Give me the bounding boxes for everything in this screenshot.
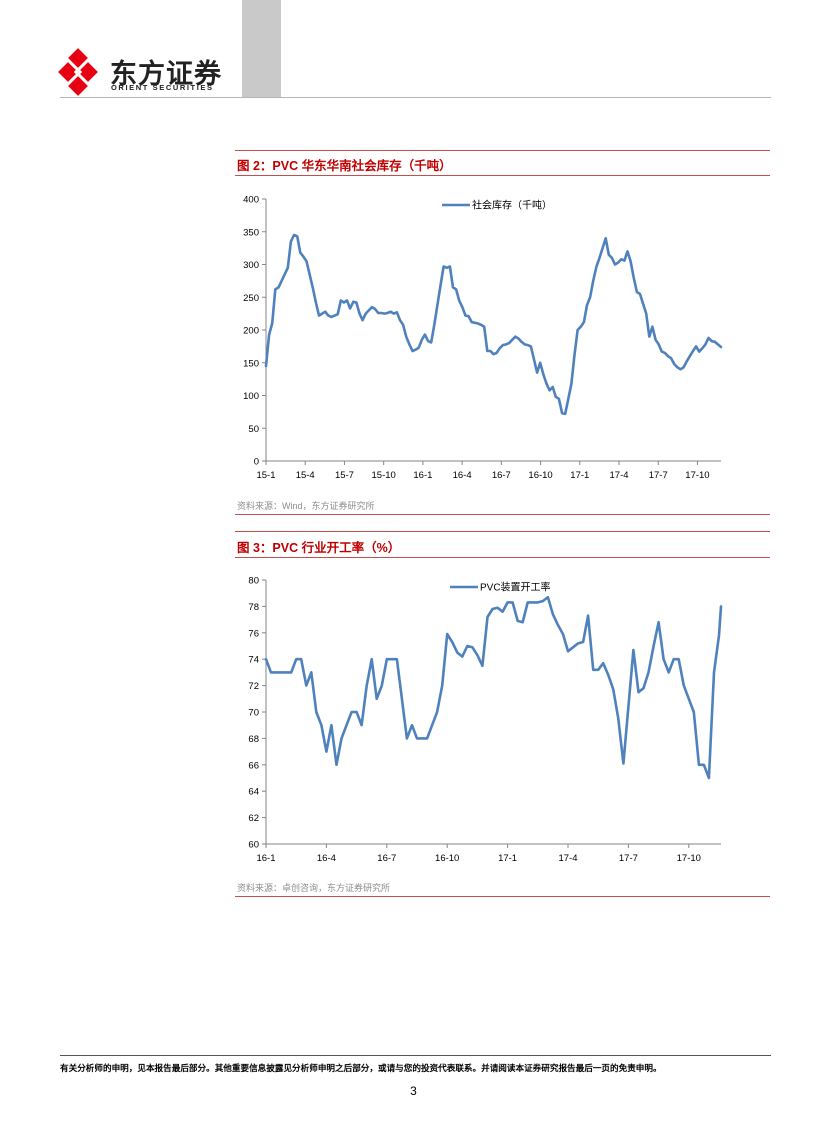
x-tick-label: 15-10 xyxy=(372,470,396,481)
figure-2-source: 资料来源：Wind，东方证券研究所 xyxy=(237,501,375,511)
x-tick-label: 15-1 xyxy=(256,470,275,481)
logo-mark-icon xyxy=(58,48,98,96)
x-tick-label: 17-4 xyxy=(610,470,629,481)
y-tick-label: 62 xyxy=(248,813,259,824)
x-tick-label: 17-7 xyxy=(619,853,638,864)
company-logo: 东方证券 ORIENT SECURITIES xyxy=(58,48,228,96)
y-tick-label: 60 xyxy=(248,840,259,851)
figure-3-title: 图 3：PVC 行业开工率（%） xyxy=(237,541,401,555)
y-tick-label: 300 xyxy=(243,260,259,271)
figure-2-title: 图 2：PVC 华东华南社会库存（千吨） xyxy=(237,159,452,173)
figure-2-bottom-rule xyxy=(235,514,770,515)
figure-2-title-rule xyxy=(235,175,770,176)
y-tick-label: 66 xyxy=(248,760,259,771)
y-tick-label: 68 xyxy=(248,734,259,745)
y-tick-label: 70 xyxy=(248,708,259,719)
y-tick-label: 350 xyxy=(243,227,259,238)
logo-name-cn: 东方证券 xyxy=(110,59,222,89)
x-tick-label: 16-10 xyxy=(435,853,459,864)
x-tick-label: 16-4 xyxy=(453,470,472,481)
y-tick-label: 150 xyxy=(243,358,259,369)
figure-3-title-rule xyxy=(235,557,770,558)
x-tick-label: 16-10 xyxy=(528,470,552,481)
series-line xyxy=(264,595,723,780)
series-line xyxy=(264,233,723,416)
x-tick-label: 17-10 xyxy=(677,853,701,864)
y-tick-label: 72 xyxy=(248,681,259,692)
y-tick-label: 100 xyxy=(243,391,259,402)
y-tick-label: 78 xyxy=(248,602,259,613)
x-tick-label: 17-10 xyxy=(685,470,709,481)
legend-label: 社会库存（千吨） xyxy=(472,199,552,212)
y-tick-label: 400 xyxy=(243,195,259,206)
footer-disclaimer: 有关分析师的申明，见本报告最后部分。其他重要信息披露见分析师申明之后部分，或请与… xyxy=(60,1063,662,1073)
x-tick-label: 16-7 xyxy=(377,853,396,864)
figure-3-chart: 60 62 64 66 68 70 72 74 76 78 80 16-1 16-4 16-7 16-10 1… xyxy=(236,566,736,871)
x-tick-label: 15-7 xyxy=(335,470,354,481)
figure-2-top-rule xyxy=(235,150,770,151)
figure-3-top-rule xyxy=(235,531,770,532)
y-tick-label: 64 xyxy=(248,787,259,798)
operating-rate-line-chart: 60 62 64 66 68 70 72 74 76 78 80 16-1 16-4 16-7 16-10 1… xyxy=(248,576,723,864)
x-tick-label: 17-1 xyxy=(570,470,589,481)
x-tick-label: 16-1 xyxy=(256,853,275,864)
x-tick-label: 17-7 xyxy=(649,470,668,481)
x-tick-label: 17-1 xyxy=(498,853,517,864)
logo-name-en: ORIENT SECURITIES xyxy=(111,83,214,92)
y-tick-label: 0 xyxy=(254,457,259,468)
x-tick-label: 15-4 xyxy=(296,470,315,481)
y-tick-label: 200 xyxy=(243,326,259,337)
header-divider xyxy=(60,97,771,98)
x-tick-label: 16-7 xyxy=(492,470,511,481)
inventory-line-chart: 0 50 100 150 200 250 300 350 400 15-1 15-4 15-7 15-1… xyxy=(243,195,723,481)
y-tick-label: 76 xyxy=(248,628,259,639)
x-tick-label: 16-4 xyxy=(317,853,336,864)
x-tick-label: 17-4 xyxy=(558,853,577,864)
legend-label: PVC装置开工率 xyxy=(480,581,551,594)
figure-2-chart: 0 50 100 150 200 250 300 350 400 15-1 15-4 15-7 15-1… xyxy=(236,185,736,490)
page-number: 3 xyxy=(410,1084,417,1098)
footer-divider xyxy=(60,1055,771,1056)
y-tick-label: 250 xyxy=(243,293,259,304)
y-tick-label: 80 xyxy=(248,576,259,587)
x-tick-label: 16-1 xyxy=(413,470,432,481)
y-tick-label: 74 xyxy=(248,655,259,666)
header-gray-tab xyxy=(242,0,281,97)
y-tick-label: 50 xyxy=(248,424,259,435)
figure-3-source: 资料来源：卓创咨询，东方证券研究所 xyxy=(237,883,391,893)
figure-3-bottom-rule xyxy=(235,896,770,897)
